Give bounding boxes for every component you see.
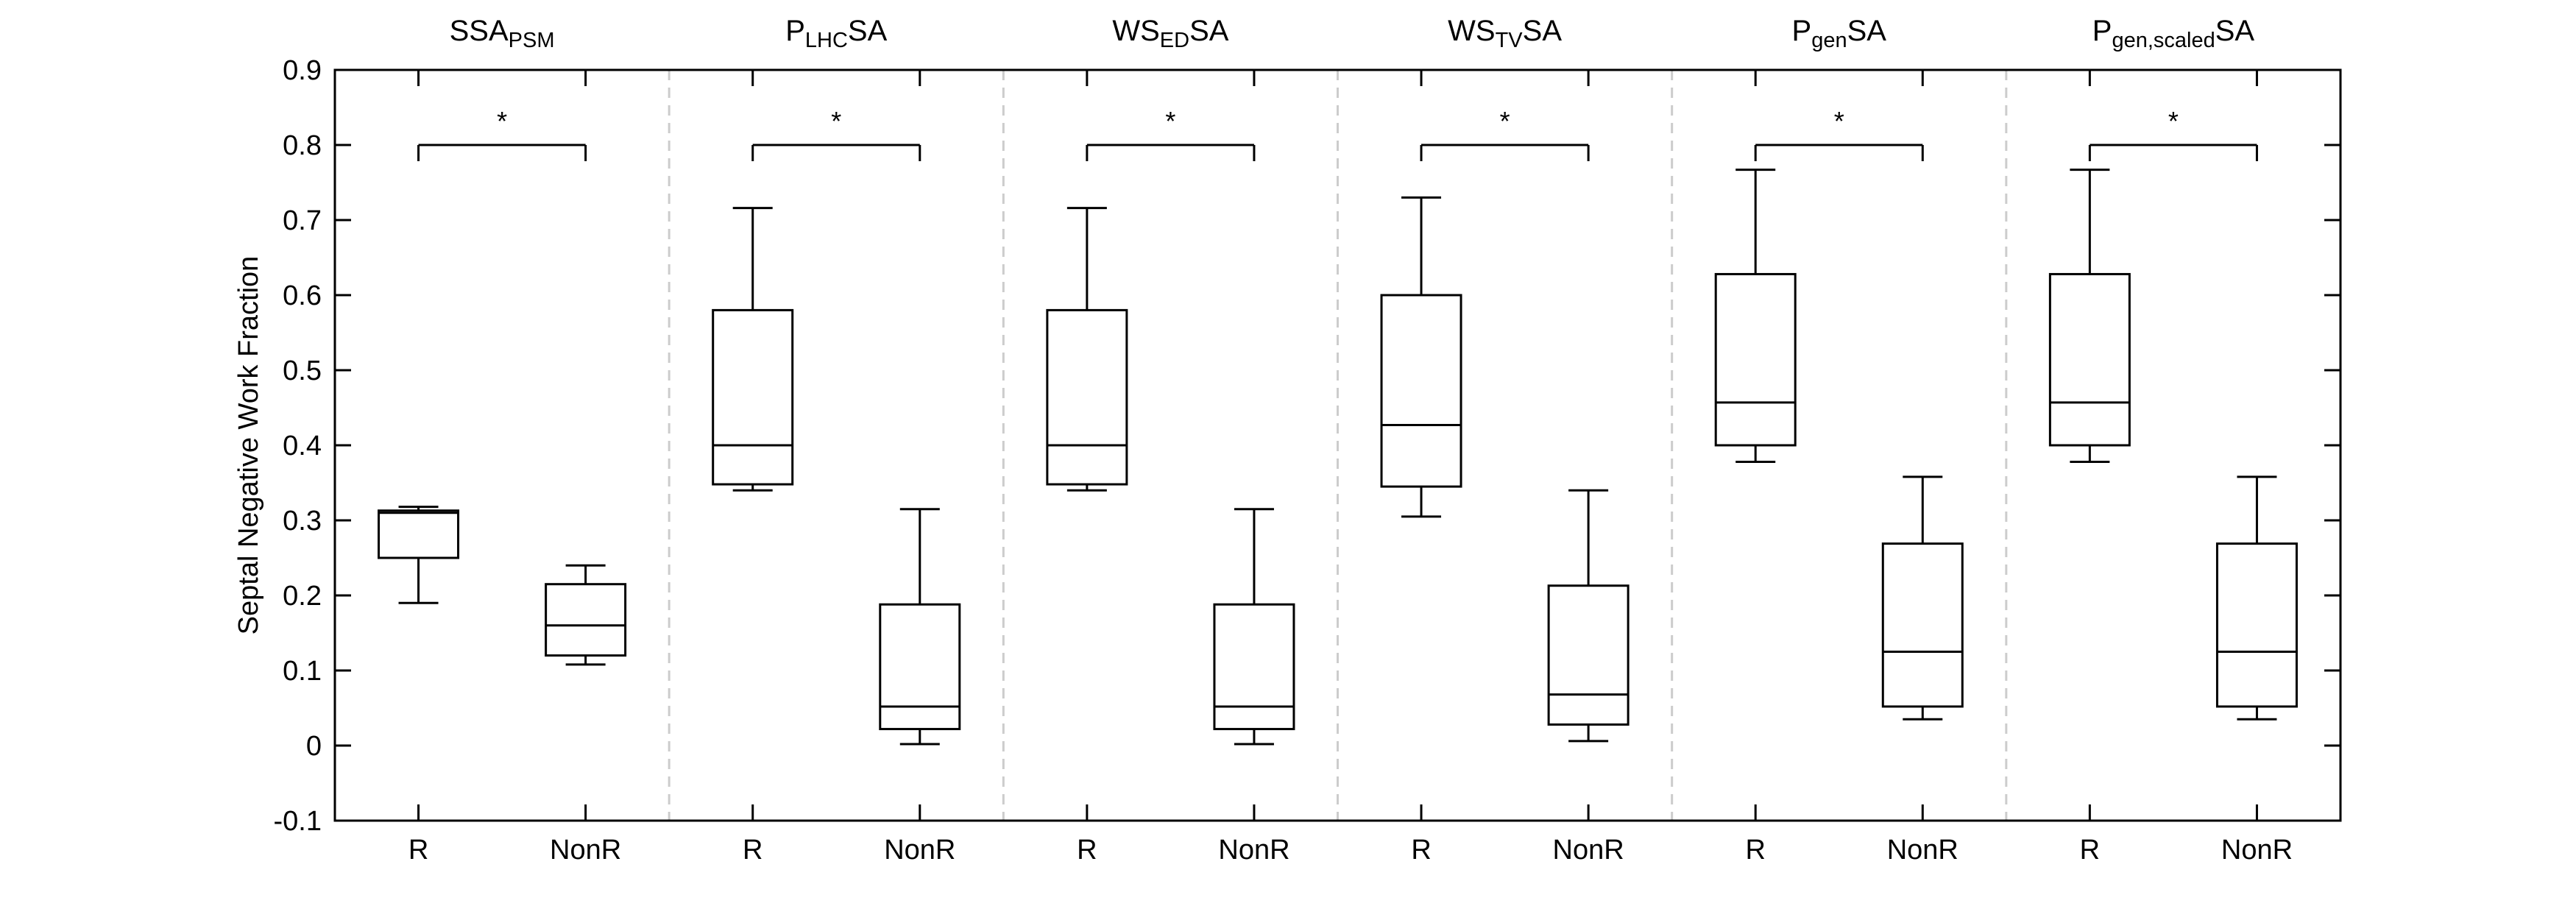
y-axis-label: Septal Negative Work Fraction [233, 256, 264, 635]
panel-title-suffix: SA [1523, 15, 1563, 47]
panel-title: SSAPSM [450, 15, 555, 52]
significance-star: * [831, 106, 841, 136]
box-nonr [879, 508, 961, 746]
y-tick-label: 0.7 [283, 205, 322, 236]
panel-title: WSTVSA [1448, 15, 1562, 52]
x-tick-label: R [1411, 835, 1431, 866]
box-r [1714, 169, 1797, 463]
panel-title: PgenSA [1792, 15, 1887, 52]
significance-star: * [1834, 106, 1844, 136]
panel-title: Pgen,scaledSA [2092, 15, 2255, 52]
x-tick-label: NonR [884, 835, 955, 866]
panel-title-subscript: gen,scaled [2112, 29, 2215, 52]
significance-star: * [2168, 106, 2179, 136]
y-axis: -0.1 0 0.1 0.2 0.3 0.4 0.5 0.6 0.7 0.8 0.9 [274, 55, 2340, 837]
box-r [1380, 196, 1462, 518]
box-nonr [1881, 475, 1964, 721]
panel-title-main: WS [1112, 15, 1159, 47]
iqr-box [2048, 272, 2131, 447]
y-tick-label: 0.9 [283, 55, 322, 86]
panel-title-subscript: TV [1496, 29, 1524, 52]
y-tick-label: 0.2 [283, 581, 322, 612]
x-tick-label: R [743, 835, 762, 866]
box-nonr [2215, 475, 2298, 721]
y-tick-label: 0.8 [283, 130, 322, 161]
panel-titles: SSAPSM PLHCSA WSEDSA WSTVSA PgenSA Pgen,scale… [450, 15, 2255, 52]
x-axis: R NonR R NonR R NonR R NonR R NonR R NonR [408, 70, 2293, 866]
panel-title: PLHCSA [785, 15, 887, 52]
iqr-box [2215, 542, 2298, 708]
x-tick-label: R [1077, 835, 1097, 866]
panel-title-subscript: gen [1811, 29, 1847, 52]
box-nonr [1547, 489, 1630, 743]
iqr-box [1380, 294, 1462, 488]
panel-separators [668, 70, 2008, 821]
y-tick-label: 0.4 [283, 431, 322, 461]
panel-title-suffix: SA [1847, 15, 1887, 47]
box-r [712, 207, 794, 492]
iqr-box [1213, 603, 1295, 731]
significance-star: * [1165, 106, 1175, 136]
panel-title-suffix: SA [1189, 15, 1229, 47]
iqr-box [1547, 584, 1630, 726]
iqr-box [1881, 542, 1964, 708]
x-tick-label: R [1745, 835, 1765, 866]
x-tick-label: NonR [1553, 835, 1624, 866]
significance-star: * [1500, 106, 1510, 136]
y-tick-label: -0.1 [274, 806, 322, 837]
box-r [2048, 169, 2131, 463]
iqr-box [1714, 272, 1797, 447]
y-tick-label: 0.1 [283, 656, 322, 687]
panel-title-main: P [1792, 15, 1812, 47]
panel-title-main: P [785, 15, 805, 47]
panel-title-suffix: SA [848, 15, 888, 47]
significance-bracket: * [2088, 106, 2258, 161]
iqr-box [1046, 308, 1128, 486]
y-tick-label: 0.5 [283, 355, 322, 386]
x-tick-label: NonR [1218, 835, 1289, 866]
panel-title-subscript: PSM [509, 29, 555, 52]
iqr-box [378, 509, 460, 559]
iqr-box [712, 308, 794, 486]
panel-title-subscript: LHC [805, 29, 848, 52]
significance-bracket: * [1086, 106, 1256, 161]
x-tick-label: R [2080, 835, 2100, 866]
x-tick-label: NonR [2221, 835, 2293, 866]
panel-title-subscript: ED [1160, 29, 1189, 52]
box-r [378, 506, 460, 604]
box-plots [378, 169, 2298, 746]
box-r [1046, 207, 1128, 492]
panel-title-main: SSA [450, 15, 509, 47]
x-tick-label: NonR [550, 835, 621, 866]
significance-bracket: * [751, 106, 921, 161]
panel-title-main: P [2092, 15, 2112, 47]
panel-title: WSEDSA [1112, 15, 1228, 52]
significance-star: * [497, 106, 507, 136]
iqr-box [545, 583, 627, 657]
box-nonr [1213, 508, 1295, 746]
y-tick-label: 0.6 [283, 280, 322, 311]
significance-bracket: * [417, 106, 587, 161]
y-tick-label: 0.3 [283, 506, 322, 537]
iqr-box [879, 603, 961, 731]
panel-title-main: WS [1448, 15, 1495, 47]
x-tick-label: R [408, 835, 428, 866]
significance-bracket: * [1754, 106, 1924, 161]
panel-title-suffix: SA [2215, 15, 2255, 47]
y-tick-label: 0 [306, 731, 322, 762]
significance-bracket: * [1420, 106, 1590, 161]
x-tick-label: NonR [1887, 835, 1958, 866]
box-nonr [545, 564, 627, 666]
plot-frame [333, 68, 2342, 822]
significance-brackets: * * * * * * [417, 106, 2258, 161]
